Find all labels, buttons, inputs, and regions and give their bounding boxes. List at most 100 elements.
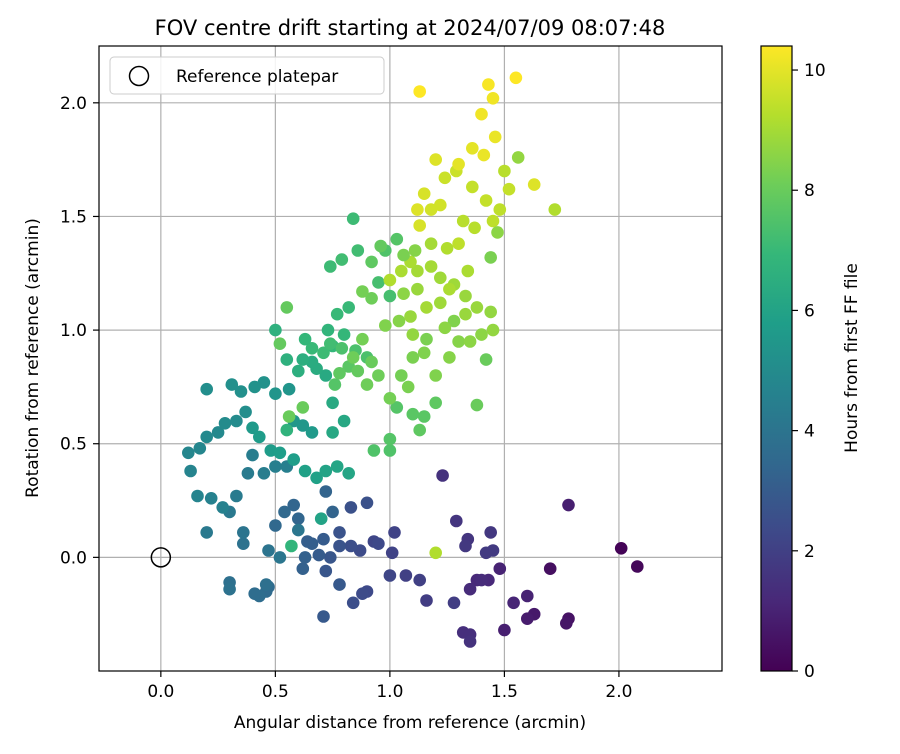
data-point <box>486 323 500 337</box>
data-point <box>372 537 385 550</box>
data-point <box>257 467 271 480</box>
data-point <box>344 501 358 514</box>
data-point <box>491 226 504 239</box>
data-point <box>443 351 456 364</box>
data-point <box>216 501 229 514</box>
data-point <box>484 526 498 539</box>
data-point <box>443 282 456 296</box>
data-point <box>383 289 397 303</box>
data-point <box>486 214 500 228</box>
data-point <box>383 273 397 287</box>
data-point <box>372 276 385 289</box>
data-point <box>287 453 301 466</box>
data-point <box>399 569 413 582</box>
data-point <box>434 296 447 310</box>
data-point <box>326 505 339 519</box>
data-point <box>326 426 339 439</box>
data-point <box>484 305 498 319</box>
data-point <box>429 396 443 410</box>
data-point <box>397 287 410 301</box>
data-point <box>429 546 443 560</box>
data-point <box>482 78 495 91</box>
data-point <box>351 244 365 257</box>
data-point <box>397 248 410 262</box>
x-tick-label: 0.0 <box>147 682 174 702</box>
data-point <box>324 260 337 273</box>
legend-marker <box>128 65 150 87</box>
colorbar-tick-label: 2 <box>804 542 815 562</box>
data-point <box>475 107 488 121</box>
data-point <box>420 332 433 346</box>
x-tick-label: 0.5 <box>262 682 289 702</box>
data-point <box>296 419 310 432</box>
data-point <box>330 307 344 321</box>
x-tick-label: 1.0 <box>376 682 403 702</box>
data-point <box>413 85 427 98</box>
x-axis-ticks: 0.0 0.5 1.0 1.5 2.0 <box>147 671 632 702</box>
data-point <box>479 546 493 560</box>
data-point <box>356 332 369 346</box>
data-point <box>456 214 470 228</box>
data-point <box>452 237 465 250</box>
colorbar-gradient <box>761 46 792 671</box>
data-point <box>324 337 337 351</box>
data-point <box>401 380 415 394</box>
data-point <box>459 289 472 303</box>
data-point <box>269 460 282 473</box>
y-tick-label: 1.5 <box>60 207 87 227</box>
data-point <box>305 342 319 355</box>
data-point <box>317 610 330 623</box>
data-point <box>282 382 296 396</box>
x-axis-label: Angular distance from reference (arcmin) <box>234 713 586 733</box>
colorbar-tick-label: 10 <box>804 61 826 81</box>
y-tick-label: 2.0 <box>60 94 87 114</box>
data-point <box>342 467 356 480</box>
data-point <box>356 285 369 298</box>
data-point <box>321 323 335 337</box>
data-point <box>252 430 266 444</box>
data-point <box>328 378 342 391</box>
data-point <box>413 423 427 437</box>
data-point <box>344 539 358 553</box>
data-point <box>459 539 472 553</box>
data-point <box>438 171 452 185</box>
data-point <box>562 498 575 512</box>
data-point <box>390 401 404 414</box>
data-point <box>330 460 344 473</box>
data-point <box>367 444 381 457</box>
data-point <box>319 464 333 478</box>
data-point <box>310 471 323 485</box>
data-point <box>218 417 232 430</box>
data-point <box>262 544 275 557</box>
data-point <box>424 237 438 250</box>
data-point <box>543 562 557 575</box>
data-point <box>408 244 422 257</box>
legend-label: Reference platepar <box>176 67 338 87</box>
data-point <box>184 464 197 478</box>
data-point <box>450 514 463 528</box>
data-point <box>560 617 573 630</box>
data-point <box>413 573 427 587</box>
y-tick-label: 0.0 <box>60 548 87 568</box>
data-points <box>182 71 644 648</box>
data-point <box>486 92 500 105</box>
data-point <box>466 180 479 194</box>
data-point <box>278 505 291 519</box>
data-point <box>488 130 502 144</box>
data-point <box>346 212 360 225</box>
colorbar: 0 2 4 6 8 10 Hours from first FF file <box>760 45 862 682</box>
data-point <box>440 242 454 255</box>
data-point <box>200 430 213 444</box>
colorbar-frame <box>760 45 793 672</box>
data-point <box>424 203 438 216</box>
data-point <box>225 378 239 391</box>
colorbar-tick-label: 4 <box>804 422 815 442</box>
data-point <box>395 264 408 278</box>
data-point <box>200 382 213 396</box>
data-point <box>424 260 438 273</box>
data-point <box>257 376 271 389</box>
data-point <box>246 421 259 435</box>
y-tick-label: 0.5 <box>60 435 87 455</box>
data-point <box>285 539 298 553</box>
